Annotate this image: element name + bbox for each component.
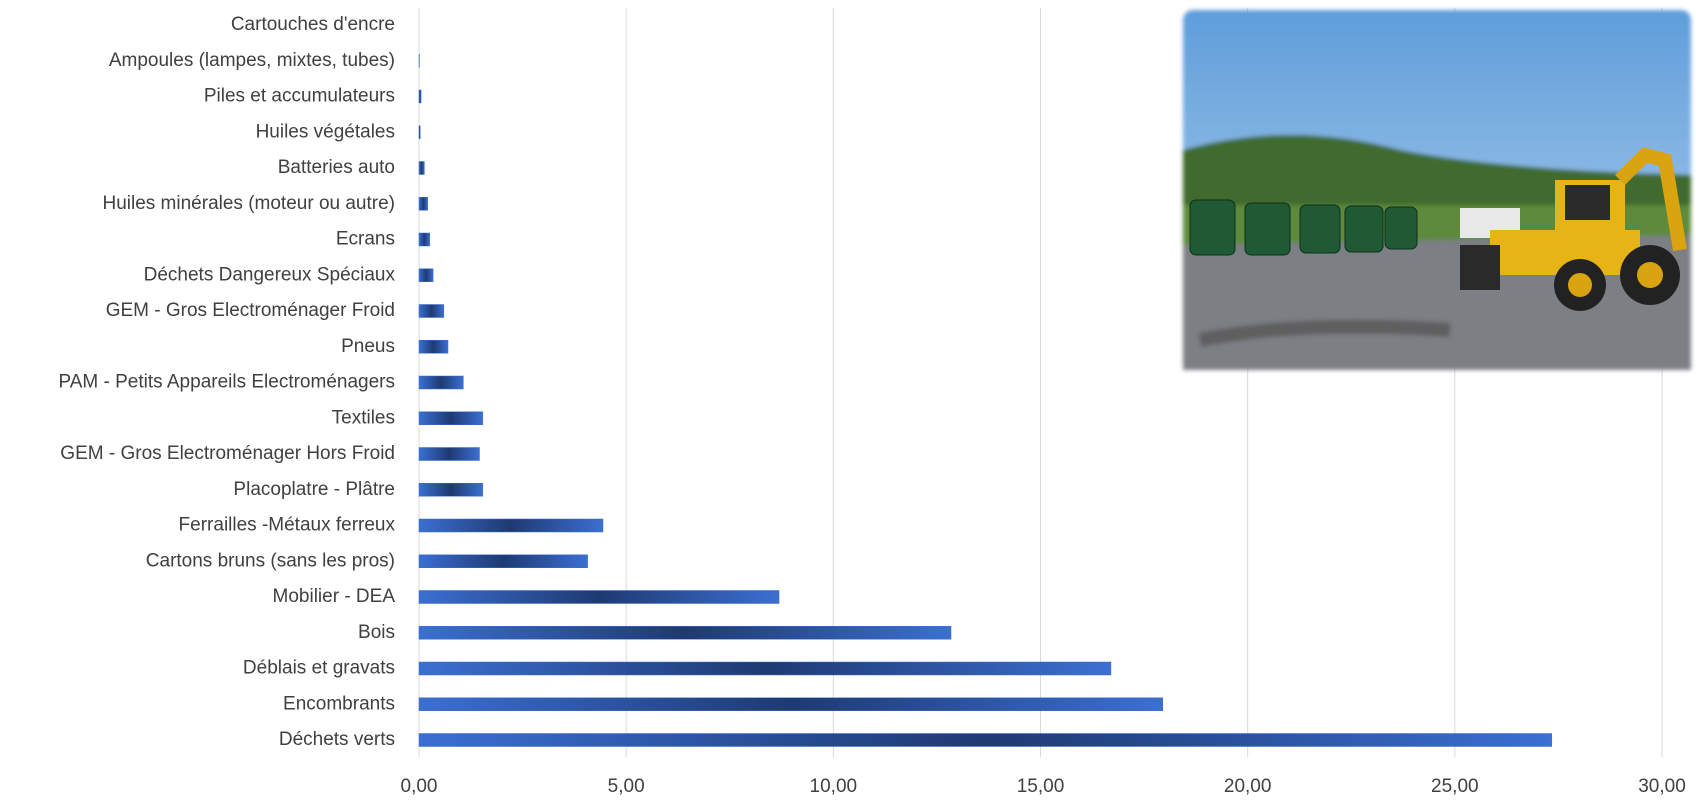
- y-tick-label: GEM - Gros Electroménager Froid: [106, 300, 395, 321]
- bar: [418, 697, 1163, 711]
- x-tick-label: 20,00: [1224, 776, 1272, 797]
- labels: 0,00 5,00 10,00 15,00 20,00 25,00 30,00 Déchets…: [58, 14, 1685, 797]
- bar: [418, 661, 1112, 676]
- bar: [418, 125, 421, 139]
- bar: [418, 733, 1553, 747]
- bar: [418, 626, 952, 640]
- bar: [418, 518, 604, 533]
- x-tick-label: 25,00: [1431, 776, 1479, 797]
- y-tick-label: Cartons bruns (sans les pros): [146, 550, 395, 571]
- bar: [418, 197, 428, 211]
- y-tick-label: Déchets Dangereux Spéciaux: [144, 264, 396, 285]
- bar: [418, 590, 780, 604]
- digger: [1460, 147, 1687, 311]
- y-tick-label: PAM - Petits Appareils Electroménagers: [58, 372, 395, 393]
- bar: [418, 554, 588, 568]
- x-tick-label: 0,00: [401, 776, 438, 797]
- photo: [1183, 10, 1691, 370]
- y-tick-label: Huiles végétales: [256, 121, 395, 142]
- bar: [418, 304, 445, 318]
- y-tick-label: Ferrailles -Métaux ferreux: [179, 515, 396, 536]
- y-tick-label: Placoplatre - Plâtre: [233, 479, 395, 500]
- bars: [418, 54, 1553, 747]
- x-tick-label: 15,00: [1017, 776, 1065, 797]
- bar: [418, 483, 484, 497]
- bar: [418, 161, 425, 175]
- x-tick-label: 30,00: [1638, 776, 1686, 797]
- bar: [418, 268, 434, 282]
- y-tick-label: Pneus: [341, 336, 395, 357]
- bar: [418, 375, 464, 390]
- bar: [418, 447, 480, 461]
- y-tick-label: Batteries auto: [278, 157, 395, 178]
- y-tick-label: Bois: [358, 622, 395, 643]
- y-tick-label: Huiles minérales (moteur ou autre): [102, 193, 395, 214]
- y-tick-label: Piles et accumulateurs: [204, 86, 395, 107]
- x-tick-label: 5,00: [608, 776, 645, 797]
- y-tick-label: Ecrans: [336, 229, 395, 250]
- y-tick-label: Déblais et gravats: [243, 658, 395, 679]
- bar: [418, 411, 484, 425]
- y-tick-label: Textiles: [332, 407, 395, 428]
- y-tick-label: Mobilier - DEA: [273, 586, 396, 607]
- x-tick-label: 10,00: [810, 776, 858, 797]
- bar: [418, 232, 431, 247]
- y-tick-label: GEM - Gros Electroménager Hors Froid: [60, 443, 395, 464]
- y-tick-label: Déchets verts: [279, 729, 395, 750]
- bar: [418, 340, 449, 354]
- y-tick-label: Encombrants: [283, 693, 395, 714]
- y-tick-label: Cartouches d'encre: [231, 14, 395, 35]
- y-tick-label: Ampoules (lampes, mixtes, tubes): [109, 50, 395, 71]
- bar: [418, 89, 422, 104]
